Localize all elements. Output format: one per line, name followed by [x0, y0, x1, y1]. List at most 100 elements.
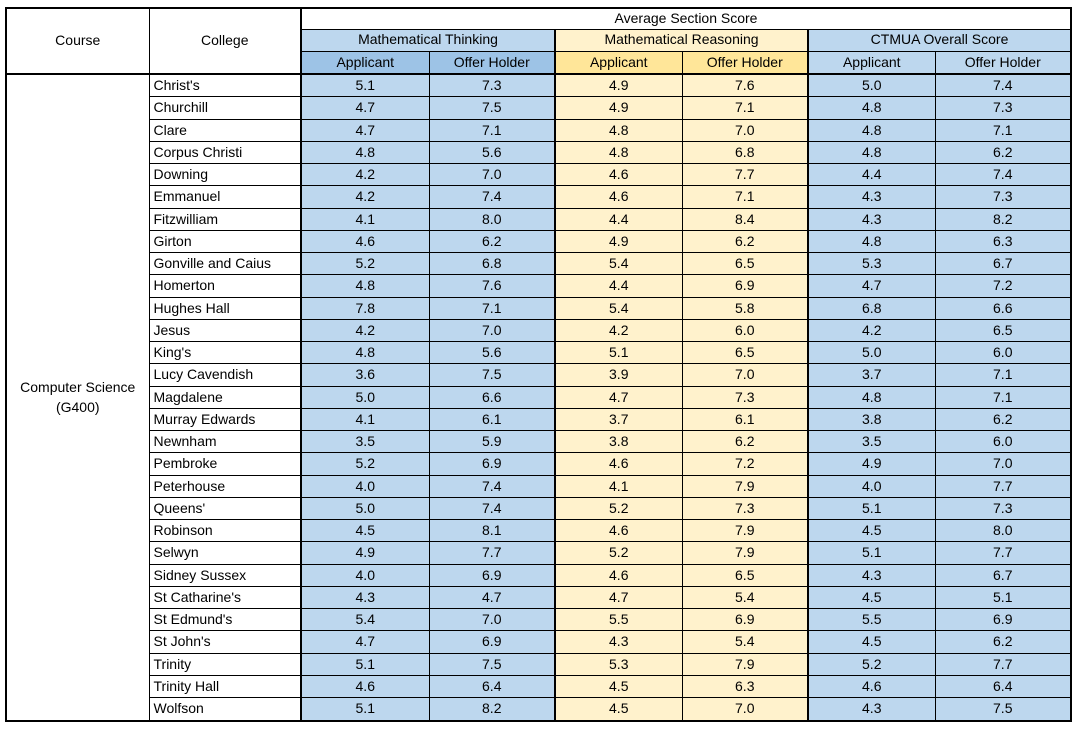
mt-applicant-cell: 4.2 — [300, 185, 430, 209]
mr-offer-holder-cell: 7.9 — [681, 541, 809, 565]
mt-offer-holder-cell: 5.6 — [428, 140, 556, 165]
overall-applicant-cell: 3.5 — [807, 430, 936, 454]
mr-offer-holder-cell: 6.9 — [681, 608, 809, 632]
overall-offer-holder-cell: 6.2 — [934, 630, 1072, 654]
table-row: Wolfson 5.1 8.2 4.5 7.0 4.3 7.5 — [6, 697, 1072, 722]
mr-applicant-cell: 4.9 — [554, 73, 683, 98]
overall-offer-holder-cell: 8.0 — [934, 519, 1072, 543]
college-cell: Downing — [148, 163, 302, 187]
mt-applicant-cell: 4.6 — [300, 674, 430, 699]
overall-offer-holder-cell: 7.0 — [934, 452, 1072, 476]
mt-applicant-cell: 5.2 — [300, 452, 430, 476]
mr-offer-holder-cell: 5.8 — [681, 296, 809, 320]
college-cell: Gonville and Caius — [148, 252, 302, 276]
mr-applicant-cell: 4.6 — [554, 452, 683, 476]
overall-offer-holder-cell: 7.7 — [934, 541, 1072, 565]
mt-applicant-cell: 5.1 — [300, 652, 430, 676]
college-cell: Christ's — [148, 73, 302, 98]
college-cell: St Catharine's — [148, 585, 302, 610]
table-row: Lucy Cavendish 3.6 7.5 3.9 7.0 3.7 7.1 — [6, 363, 1072, 387]
overall-applicant-cell: 4.7 — [807, 274, 936, 298]
college-cell: King's — [148, 341, 302, 365]
college-cell: Newnham — [148, 430, 302, 454]
overall-applicant-cell: 5.2 — [807, 652, 936, 676]
mr-applicant-cell: 4.7 — [554, 585, 683, 610]
college-cell: Robinson — [148, 519, 302, 543]
table-body: Computer Science (G400) Christ's 5.1 7.3 4.9 7… — [5, 73, 1072, 722]
overall-offer-holder-cell: 6.7 — [934, 252, 1072, 276]
mt-offer-holder-cell: 4.7 — [428, 585, 556, 610]
mr-applicant-cell: 4.3 — [554, 630, 683, 654]
overall-offer-holder-cell: 7.7 — [934, 652, 1072, 676]
table-row: King's 4.8 5.6 5.1 6.5 5.0 6.0 — [6, 341, 1072, 365]
college-cell: Trinity Hall — [148, 674, 302, 699]
mr-offer-holder-cell: 6.9 — [681, 274, 809, 298]
mr-offer-holder-cell: 6.5 — [681, 252, 809, 276]
mt-offer-holder-cell: 7.4 — [428, 474, 556, 498]
overall-applicant-cell: 4.5 — [807, 630, 936, 654]
mr-offer-holder-cell: 7.1 — [681, 96, 809, 120]
college-cell: Fitzwilliam — [148, 207, 302, 231]
overall-offer-holder-cell: 6.2 — [934, 407, 1072, 432]
mr-applicant-cell: 4.8 — [554, 140, 683, 165]
mr-applicant-cell: 4.9 — [554, 96, 683, 120]
overall-offer-holder-cell: 7.1 — [934, 385, 1072, 409]
mt-applicant-cell: 4.1 — [300, 407, 430, 432]
mt-offer-holder-cell: 7.4 — [428, 496, 556, 521]
mt-applicant-cell: 3.5 — [300, 430, 430, 454]
mr-offer-holder-cell: 5.4 — [681, 630, 809, 654]
mr-applicant-cell: 3.9 — [554, 363, 683, 387]
mr-applicant-cell: 4.6 — [554, 163, 683, 187]
overall-applicant-header: Applicant — [807, 50, 936, 75]
mr-applicant-cell: 4.8 — [554, 118, 683, 142]
overall-applicant-cell: 4.8 — [807, 229, 936, 254]
overall-applicant-cell: 4.2 — [807, 318, 936, 343]
college-cell: Magdalene — [148, 385, 302, 409]
mr-applicant-cell: 3.8 — [554, 430, 683, 454]
mr-applicant-cell: 4.6 — [554, 185, 683, 209]
mt-offer-holder-cell: 7.7 — [428, 541, 556, 565]
mr-offer-holder-cell: 5.4 — [681, 585, 809, 610]
table-row: Clare 4.7 7.1 4.8 7.0 4.8 7.1 — [6, 118, 1072, 142]
overall-applicant-cell: 5.0 — [807, 341, 936, 365]
overall-offer-holder-cell: 7.5 — [934, 697, 1072, 722]
mt-applicant-cell: 5.2 — [300, 252, 430, 276]
overall-offer-holder-cell: 6.5 — [934, 318, 1072, 343]
mr-offer-holder-cell: 6.5 — [681, 563, 809, 587]
header-row-sections: Mathematical Thinking Mathematical Reaso… — [6, 28, 1072, 52]
mt-offer-holder-cell: 7.0 — [428, 608, 556, 632]
mt-applicant-cell: 4.5 — [300, 519, 430, 543]
overall-applicant-cell: 5.3 — [807, 252, 936, 276]
college-cell: St Edmund's — [148, 608, 302, 632]
mt-applicant-cell: 4.7 — [300, 96, 430, 120]
overall-offer-holder-cell: 6.0 — [934, 430, 1072, 454]
mr-applicant-cell: 4.5 — [554, 697, 683, 722]
mr-offer-holder-cell: 7.0 — [681, 118, 809, 142]
mt-offer-holder-cell: 5.9 — [428, 430, 556, 454]
mr-applicant-cell: 4.4 — [554, 207, 683, 231]
overall-applicant-cell: 5.0 — [807, 73, 936, 98]
mt-applicant-cell: 4.2 — [300, 318, 430, 343]
mt-offer-holder-cell: 7.5 — [428, 96, 556, 120]
college-cell: Pembroke — [148, 452, 302, 476]
overall-applicant-cell: 4.5 — [807, 519, 936, 543]
mt-offer-holder-cell: 6.6 — [428, 385, 556, 409]
mt-offer-holder-cell: 7.5 — [428, 363, 556, 387]
mr-applicant-header: Applicant — [554, 50, 683, 75]
mr-applicant-cell: 5.1 — [554, 341, 683, 365]
mt-applicant-cell: 5.4 — [300, 608, 430, 632]
course-cell: Computer Science (G400) — [5, 73, 150, 722]
mr-offer-holder-cell: 7.9 — [681, 474, 809, 498]
mt-applicant-header: Applicant — [300, 50, 430, 75]
mt-offer-holder-cell: 7.1 — [428, 118, 556, 142]
mr-offer-holder-cell: 7.1 — [681, 185, 809, 209]
college-cell: Hughes Hall — [148, 296, 302, 320]
mt-applicant-cell: 4.0 — [300, 474, 430, 498]
mr-applicant-cell: 4.5 — [554, 674, 683, 699]
overall-offer-holder-cell: 8.2 — [934, 207, 1072, 231]
mr-applicant-cell: 4.6 — [554, 519, 683, 543]
overall-applicant-cell: 4.8 — [807, 118, 936, 142]
mt-offer-holder-cell: 7.5 — [428, 652, 556, 676]
mr-offer-holder-cell: 7.0 — [681, 697, 809, 722]
